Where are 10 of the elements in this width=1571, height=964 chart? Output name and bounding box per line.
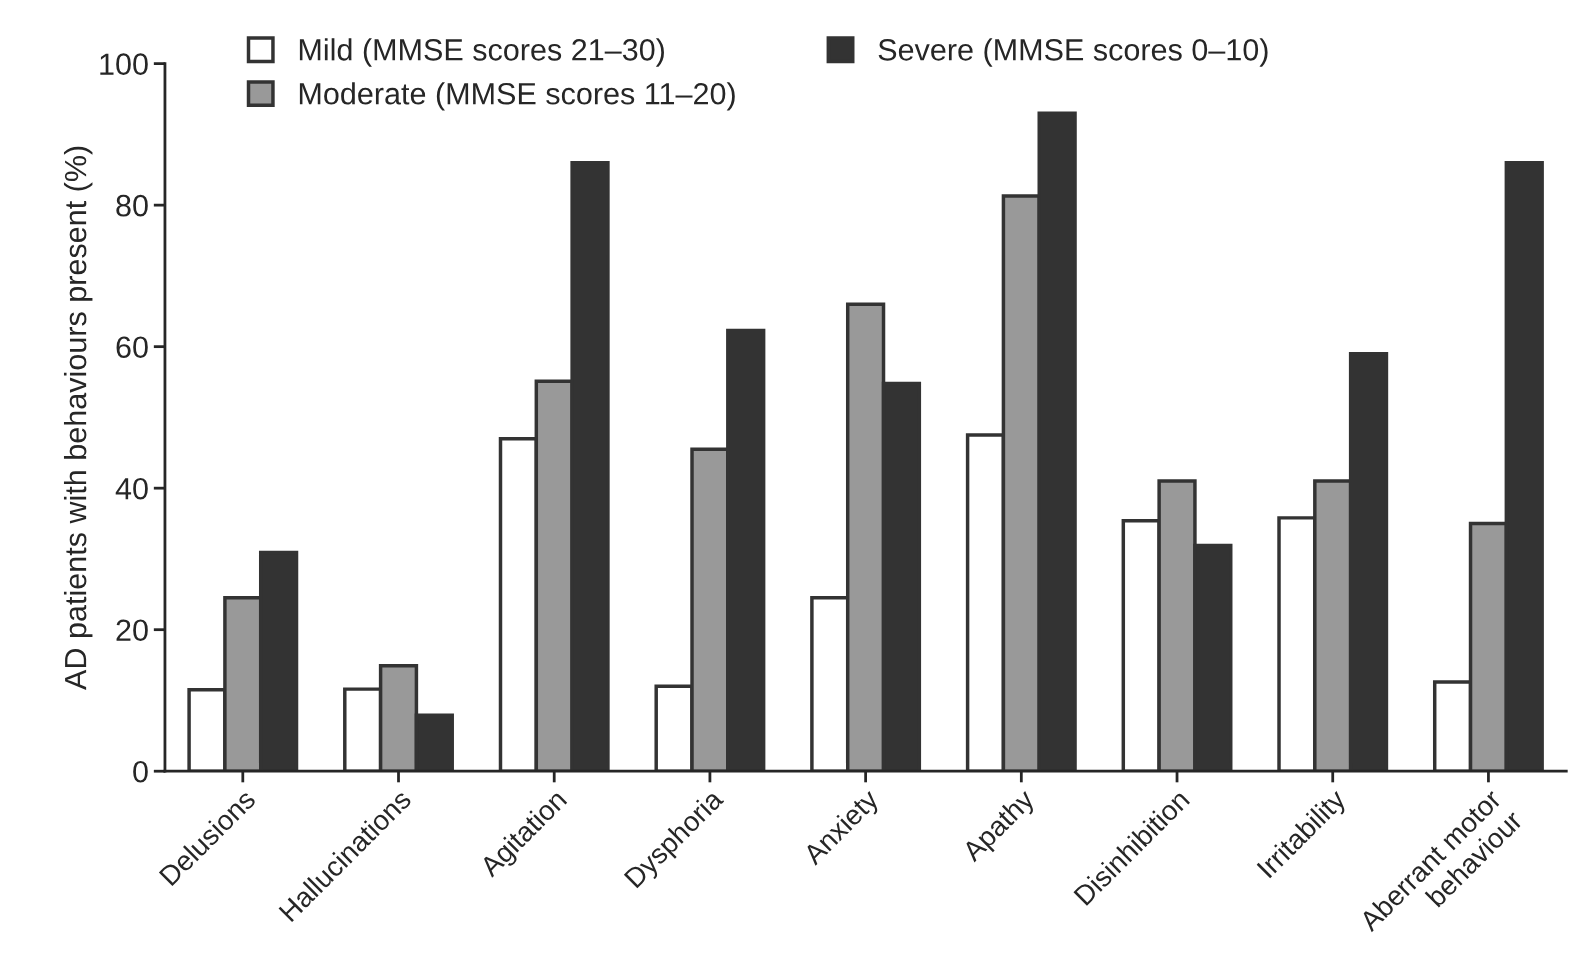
legend-label: Moderate (MMSE scores 11–20) bbox=[299, 82, 735, 111]
y-tick-label: 20 bbox=[116, 619, 148, 642]
y-tick-label: 80 bbox=[116, 194, 148, 217]
legend-label: Mild (MMSE scores 21–30) bbox=[299, 38, 664, 67]
y-tick-label: 60 bbox=[116, 336, 148, 359]
y-tick-label: 0 bbox=[133, 760, 148, 783]
y-tick-label: 40 bbox=[115, 477, 148, 500]
y-tick-label: 100 bbox=[100, 53, 148, 75]
y-axis-title: AD patients with behaviours present (%) bbox=[63, 146, 93, 690]
legend-label: Severe (MMSE scores 0–10) bbox=[878, 38, 1268, 67]
